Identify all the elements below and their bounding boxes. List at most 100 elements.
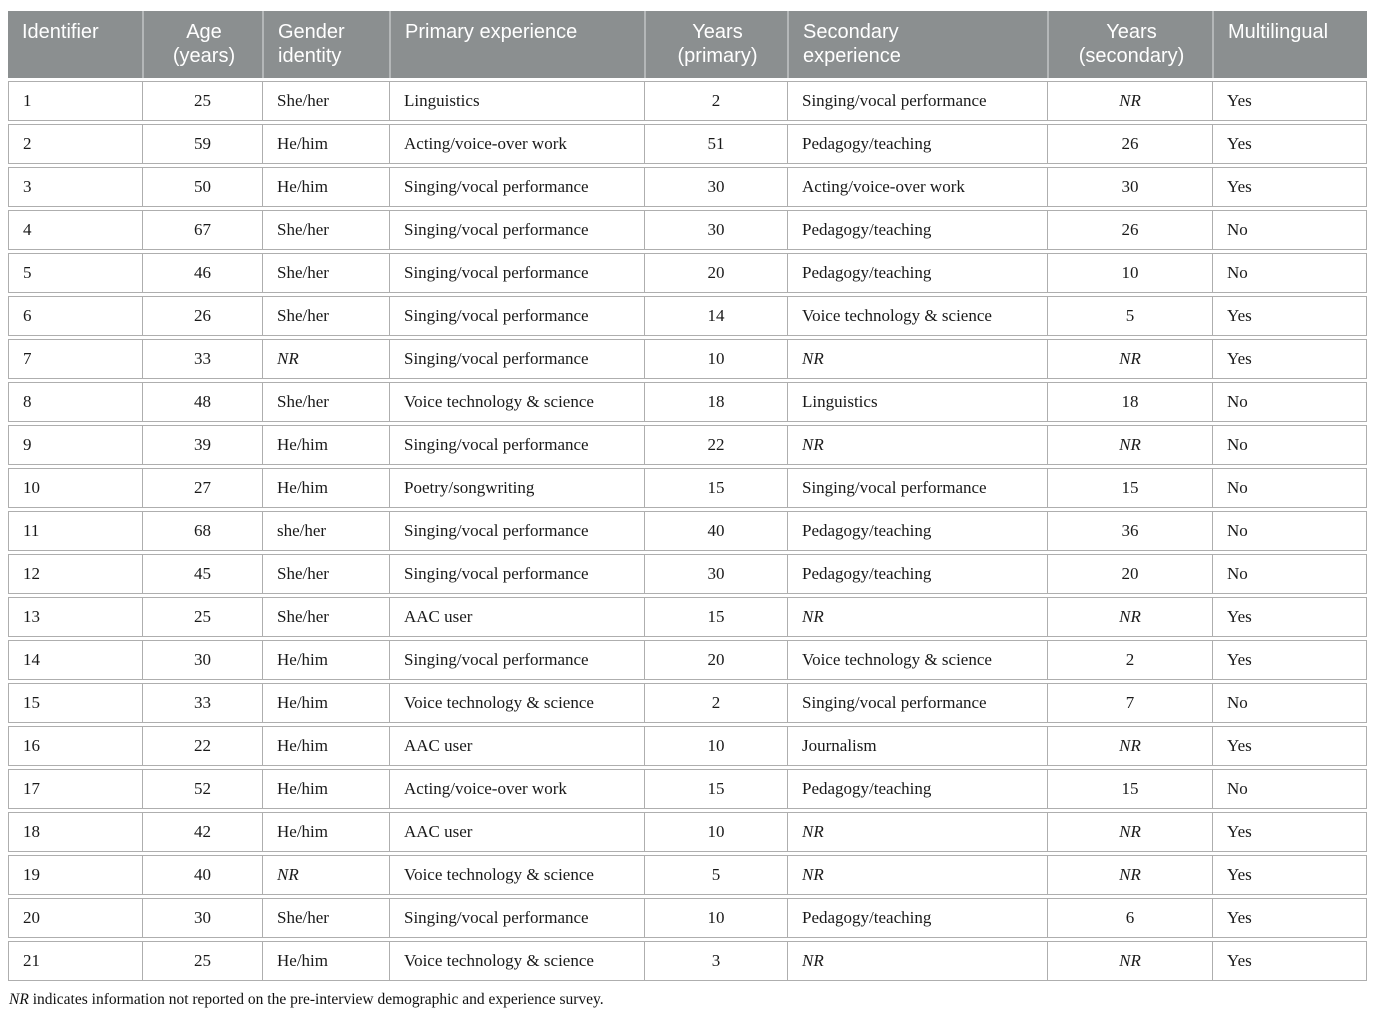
cell: 30 (644, 167, 787, 207)
table-body: 1 25 She/her Linguistics 2 Singing/vocal perf… (8, 81, 1367, 981)
cell: NR (262, 339, 389, 379)
cell: NR (1047, 726, 1212, 766)
cell: No (1212, 511, 1367, 551)
cell: She/her (262, 382, 389, 422)
cell: Pedagogy/teaching (787, 210, 1047, 250)
cell: AAC user (389, 597, 644, 637)
cell: Acting/voice-over work (389, 124, 644, 164)
cell: 18 (8, 812, 142, 852)
cell: 16 (8, 726, 142, 766)
cell: No (1212, 554, 1367, 594)
cell: NR (1047, 812, 1212, 852)
cell: 15 (644, 597, 787, 637)
cell: 1 (8, 81, 142, 121)
cell: 22 (644, 425, 787, 465)
cell: He/him (262, 769, 389, 809)
table-row: 15 33 He/him Voice technology & science 2 Sin… (8, 683, 1367, 723)
cell: Voice technology & science (389, 683, 644, 723)
cell: Voice technology & science (787, 640, 1047, 680)
cell: 67 (142, 210, 262, 250)
table-row: 14 30 He/him Singing/vocal performance 20 Voi… (8, 640, 1367, 680)
cell: Pedagogy/teaching (787, 769, 1047, 809)
cell: She/her (262, 898, 389, 938)
column-header-primary-experience: Primary experience (389, 11, 644, 78)
cell: 11 (8, 511, 142, 551)
cell: 15 (1047, 769, 1212, 809)
cell: 4 (8, 210, 142, 250)
cell: 22 (142, 726, 262, 766)
cell: NR (787, 941, 1047, 981)
cell: 15 (644, 769, 787, 809)
cell: 20 (644, 253, 787, 293)
cell: 68 (142, 511, 262, 551)
cell: 2 (8, 124, 142, 164)
table-row: 18 42 He/him AAC user 10 NR NR Yes (8, 812, 1367, 852)
table-row: 8 48 She/her Voice technology & science 18 Li… (8, 382, 1367, 422)
cell: 7 (1047, 683, 1212, 723)
cell: 13 (8, 597, 142, 637)
column-header-age: Age (years) (142, 11, 262, 78)
cell: 14 (8, 640, 142, 680)
table-row: 21 25 He/him Voice technology & science 3 NR N… (8, 941, 1367, 981)
cell: Singing/vocal performance (389, 898, 644, 938)
cell: Yes (1212, 640, 1367, 680)
cell: 10 (644, 726, 787, 766)
cell: Acting/voice-over work (787, 167, 1047, 207)
cell: Singing/vocal performance (389, 296, 644, 336)
cell: 3 (644, 941, 787, 981)
table-row: 1 25 She/her Linguistics 2 Singing/vocal perf… (8, 81, 1367, 121)
cell: Pedagogy/teaching (787, 253, 1047, 293)
cell: NR (262, 855, 389, 895)
table-row: 5 46 She/her Singing/vocal performance 20 Ped… (8, 253, 1367, 293)
table-row: 2 59 He/him Acting/voice-over work 51 Pedagog… (8, 124, 1367, 164)
cell: No (1212, 253, 1367, 293)
cell: NR (787, 597, 1047, 637)
cell: 59 (142, 124, 262, 164)
cell: She/her (262, 253, 389, 293)
cell: 15 (8, 683, 142, 723)
cell: 5 (8, 253, 142, 293)
cell: 48 (142, 382, 262, 422)
table-row: 20 30 She/her Singing/vocal performance 10 Pe… (8, 898, 1367, 938)
cell: No (1212, 683, 1367, 723)
cell: NR (787, 425, 1047, 465)
cell: Yes (1212, 941, 1367, 981)
participants-table: Identifier Age (years) Gender identity P… (8, 8, 1367, 984)
cell: 26 (1047, 210, 1212, 250)
cell: NR (1047, 941, 1212, 981)
cell: Yes (1212, 726, 1367, 766)
cell: Pedagogy/teaching (787, 554, 1047, 594)
cell: He/him (262, 640, 389, 680)
cell: 20 (1047, 554, 1212, 594)
cell: Voice technology & science (389, 941, 644, 981)
cell: 30 (142, 898, 262, 938)
column-header-gender-identity: Gender identity (262, 11, 389, 78)
cell: 8 (8, 382, 142, 422)
cell: 39 (142, 425, 262, 465)
cell: 10 (644, 898, 787, 938)
cell: Yes (1212, 296, 1367, 336)
cell: NR (1047, 339, 1212, 379)
cell: 3 (8, 167, 142, 207)
cell: 30 (142, 640, 262, 680)
table-row: 12 45 She/her Singing/vocal performance 30 Pe… (8, 554, 1367, 594)
header-row: Identifier Age (years) Gender identity P… (8, 11, 1367, 78)
cell: Yes (1212, 812, 1367, 852)
cell: Voice technology & science (389, 382, 644, 422)
cell: NR (787, 812, 1047, 852)
cell: No (1212, 769, 1367, 809)
cell: She/her (262, 554, 389, 594)
footnote-text: indicates information not reported on th… (28, 991, 604, 1008)
cell: 52 (142, 769, 262, 809)
cell: Singing/vocal performance (389, 339, 644, 379)
cell: 6 (8, 296, 142, 336)
column-header-identifier: Identifier (8, 11, 142, 78)
cell: He/him (262, 468, 389, 508)
cell: 30 (1047, 167, 1212, 207)
cell: 14 (644, 296, 787, 336)
column-header-multilingual: Multilingual (1212, 11, 1367, 78)
table-header: Identifier Age (years) Gender identity P… (8, 11, 1367, 78)
cell: NR (1047, 597, 1212, 637)
cell: 19 (8, 855, 142, 895)
footnote-nr-marker: NR (9, 991, 29, 1008)
